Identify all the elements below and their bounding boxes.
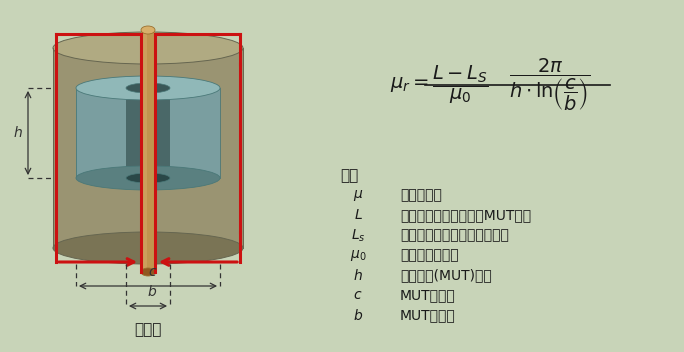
- Text: 在有被测材料时测得的MUT电感: 在有被测材料时测得的MUT电感: [400, 208, 531, 222]
- Ellipse shape: [126, 83, 170, 93]
- Text: 在没有被测材料时测得的电感: 在没有被测材料时测得的电感: [400, 228, 509, 242]
- Ellipse shape: [76, 166, 220, 190]
- Text: $\dfrac{2\pi}{h \cdot \ln\!\left(\dfrac{c}{b}\right)}$: $\dfrac{2\pi}{h \cdot \ln\!\left(\dfrac{…: [509, 57, 591, 113]
- Ellipse shape: [141, 268, 155, 276]
- Text: 无磁漏: 无磁漏: [134, 322, 161, 338]
- Text: b: b: [148, 285, 157, 299]
- Text: $b$: $b$: [353, 308, 363, 323]
- Text: h: h: [14, 126, 23, 140]
- Text: 其中: 其中: [340, 168, 358, 183]
- Text: $\mu_0$: $\mu_0$: [350, 248, 366, 263]
- Ellipse shape: [53, 32, 243, 64]
- Ellipse shape: [76, 76, 220, 100]
- Text: $\dfrac{L - L_S}{\mu_0}$: $\dfrac{L - L_S}{\mu_0}$: [432, 64, 488, 106]
- Ellipse shape: [53, 232, 243, 264]
- Text: $h$: $h$: [353, 268, 363, 283]
- Text: 被测材料(MUT)高度: 被测材料(MUT)高度: [400, 268, 492, 282]
- Text: MUT的外径: MUT的外径: [400, 288, 456, 302]
- Polygon shape: [126, 88, 170, 178]
- Text: $\mu$: $\mu$: [353, 188, 363, 203]
- Polygon shape: [142, 30, 147, 272]
- Polygon shape: [53, 48, 243, 248]
- Text: MUT的内径: MUT的内径: [400, 308, 456, 322]
- Polygon shape: [141, 30, 155, 272]
- Text: $L$: $L$: [354, 208, 363, 222]
- Text: 自由空间导磁率: 自由空间导磁率: [400, 248, 459, 262]
- Polygon shape: [76, 88, 220, 178]
- Text: 相对导磁率: 相对导磁率: [400, 188, 442, 202]
- Text: c: c: [148, 265, 156, 279]
- Text: $\mu_r =$: $\mu_r =$: [390, 75, 429, 94]
- Ellipse shape: [141, 26, 155, 34]
- Text: $c$: $c$: [353, 288, 363, 302]
- Ellipse shape: [126, 173, 170, 183]
- Text: $L_s$: $L_s$: [351, 228, 365, 244]
